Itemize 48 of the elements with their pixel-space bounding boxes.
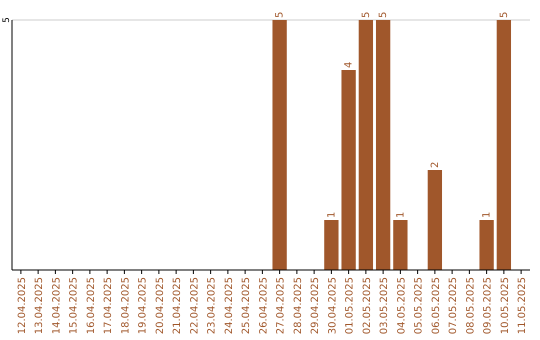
bar xyxy=(358,20,374,270)
data-label: 1 xyxy=(482,212,493,218)
x-tick-label: 04.05.2025 xyxy=(396,277,408,334)
x-tick-label: 13.04.2025 xyxy=(34,277,46,334)
bar xyxy=(272,20,287,270)
x-tick-label: 23.04.2025 xyxy=(206,277,218,334)
data-label: 2 xyxy=(430,162,441,168)
x-tick-label: 18.04.2025 xyxy=(120,277,132,334)
data-label: 1 xyxy=(326,212,338,218)
x-tick-label: 29.04.2025 xyxy=(310,277,322,334)
x-tick-label: 10.05.2025 xyxy=(500,277,511,334)
data-label: 1 xyxy=(395,212,406,218)
x-tick-label: 21.04.2025 xyxy=(172,277,184,334)
x-tick-label: 27.04.2025 xyxy=(276,277,287,334)
bar xyxy=(341,70,356,270)
x-tick-label: 08.05.2025 xyxy=(465,277,476,334)
bar xyxy=(496,20,512,270)
data-label: 4 xyxy=(344,62,355,68)
x-tick-label: 26.04.2025 xyxy=(258,277,270,334)
bar xyxy=(479,220,494,270)
x-tick-label: 15.04.2025 xyxy=(68,277,80,334)
x-tick-label: 01.05.2025 xyxy=(344,277,356,334)
data-label: 5 xyxy=(360,12,372,18)
x-tick-label: 16.04.2025 xyxy=(86,277,97,334)
x-tick-label: 09.05.2025 xyxy=(482,277,494,334)
bar xyxy=(376,20,390,270)
x-tick-label: 03.05.2025 xyxy=(379,277,390,334)
x-tick-label: 24.04.2025 xyxy=(224,277,235,334)
x-tick-label: 28.04.2025 xyxy=(292,277,304,334)
x-tick-label: 06.05.2025 xyxy=(430,277,442,334)
x-tick-label: 19.04.2025 xyxy=(138,277,149,334)
bar xyxy=(393,220,408,270)
x-tick-label: 02.05.2025 xyxy=(362,277,373,334)
data-label: 5 xyxy=(378,12,390,18)
data-label: 5 xyxy=(274,12,286,18)
x-tick-label: 17.04.2025 xyxy=(103,277,114,334)
x-tick-label: 12.04.2025 xyxy=(16,277,28,334)
x-tick-label: 07.05.2025 xyxy=(448,277,460,334)
bar xyxy=(428,170,442,270)
data-label: 5 xyxy=(498,12,510,18)
x-tick-label: 11.05.2025 xyxy=(517,277,528,334)
x-tick-label: 22.04.2025 xyxy=(189,277,200,334)
x-tick-label: 14.04.2025 xyxy=(51,277,62,334)
bar xyxy=(324,220,339,270)
x-tick-label: 30.04.2025 xyxy=(327,277,338,334)
x-tick-label: 25.04.2025 xyxy=(241,277,252,334)
x-tick-label: 20.04.2025 xyxy=(154,277,166,334)
x-tick-label: 05.05.2025 xyxy=(414,277,425,334)
